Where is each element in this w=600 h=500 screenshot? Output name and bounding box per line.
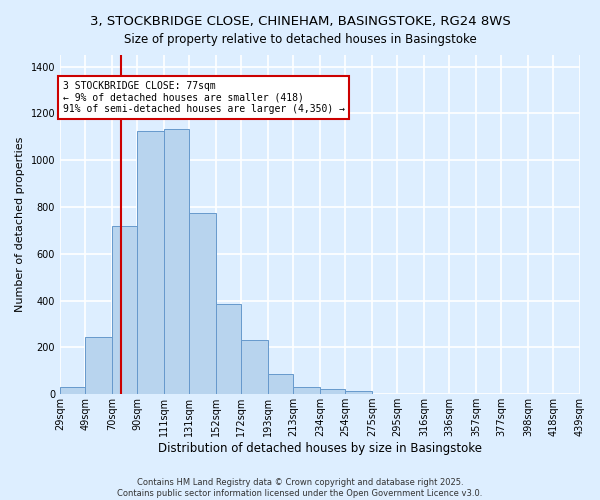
- Bar: [190, 213, 216, 394]
- Bar: [216, 304, 241, 394]
- Bar: [268, 374, 293, 394]
- Bar: [85, 337, 112, 394]
- Text: Size of property relative to detached houses in Basingstoke: Size of property relative to detached ho…: [124, 32, 476, 46]
- Bar: [346, 390, 372, 394]
- Bar: [293, 387, 320, 394]
- Bar: [164, 128, 190, 394]
- Y-axis label: Number of detached properties: Number of detached properties: [15, 137, 25, 312]
- Text: 3 STOCKBRIDGE CLOSE: 77sqm
← 9% of detached houses are smaller (418)
91% of semi: 3 STOCKBRIDGE CLOSE: 77sqm ← 9% of detac…: [62, 80, 344, 114]
- Text: Contains HM Land Registry data © Crown copyright and database right 2025.
Contai: Contains HM Land Registry data © Crown c…: [118, 478, 482, 498]
- X-axis label: Distribution of detached houses by size in Basingstoke: Distribution of detached houses by size …: [158, 442, 482, 455]
- Bar: [60, 387, 85, 394]
- Text: 3, STOCKBRIDGE CLOSE, CHINEHAM, BASINGSTOKE, RG24 8WS: 3, STOCKBRIDGE CLOSE, CHINEHAM, BASINGST…: [89, 15, 511, 28]
- Bar: [241, 340, 268, 394]
- Bar: [112, 226, 137, 394]
- Bar: [320, 390, 346, 394]
- Bar: [137, 131, 164, 394]
